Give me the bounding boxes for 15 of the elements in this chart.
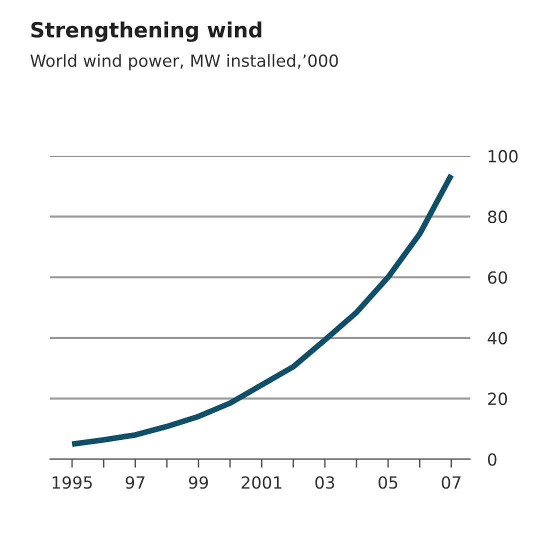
y-tick-label: 60 — [488, 271, 508, 284]
x-tick-label: 03 — [315, 476, 334, 489]
y-tick-label: 0 — [488, 453, 496, 466]
y-tick-label: 100 — [488, 150, 518, 162]
x-tick-label: 1995 — [52, 476, 92, 489]
x-tick-label: 07 — [442, 476, 460, 489]
chart-title: Strengthening wind — [31, 22, 262, 42]
y-tick-label: 80 — [488, 210, 508, 224]
chart-subtitle: World wind power, MW installed,’000 — [30, 54, 338, 70]
y-tick-label: 40 — [488, 332, 508, 344]
x-tick-label: 97 — [126, 476, 144, 489]
x-tick-label: 99 — [188, 476, 208, 489]
x-tick-label: 05 — [378, 476, 398, 489]
y-tick-label: 20 — [488, 392, 508, 406]
x-tick-label: 2001 — [242, 476, 282, 489]
